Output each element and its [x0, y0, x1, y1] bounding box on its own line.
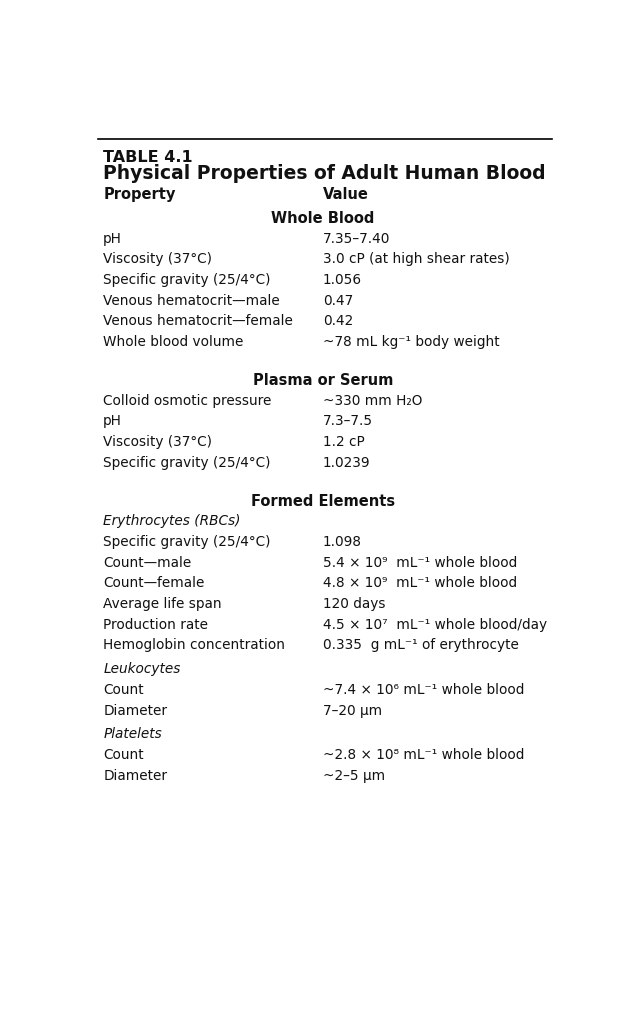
Text: 120 days: 120 days	[323, 598, 386, 611]
Text: 1.056: 1.056	[323, 272, 362, 287]
Text: Whole Blood: Whole Blood	[271, 211, 375, 226]
Text: Leukocytes: Leukocytes	[103, 663, 181, 676]
Text: Physical Properties of Adult Human Blood: Physical Properties of Adult Human Blood	[103, 164, 546, 183]
Text: Viscosity (37°C): Viscosity (37°C)	[103, 252, 212, 266]
Text: 7.35–7.40: 7.35–7.40	[323, 231, 390, 246]
Text: ~2.8 × 10⁸ mL⁻¹ whole blood: ~2.8 × 10⁸ mL⁻¹ whole blood	[323, 748, 524, 762]
Text: 0.47: 0.47	[323, 293, 353, 308]
Text: ~78 mL kg⁻¹ body weight: ~78 mL kg⁻¹ body weight	[323, 335, 500, 349]
Text: 1.0239: 1.0239	[323, 456, 370, 470]
Text: Venous hematocrit—male: Venous hematocrit—male	[103, 293, 280, 308]
Text: Specific gravity (25/4°C): Specific gravity (25/4°C)	[103, 456, 271, 470]
Text: 7–20 μm: 7–20 μm	[323, 704, 382, 717]
Text: TABLE 4.1: TABLE 4.1	[103, 150, 193, 165]
Text: ~2–5 μm: ~2–5 μm	[323, 769, 385, 782]
Text: Formed Elements: Formed Elements	[251, 494, 395, 509]
Text: ~7.4 × 10⁶ mL⁻¹ whole blood: ~7.4 × 10⁶ mL⁻¹ whole blood	[323, 683, 524, 697]
Text: 7.3–7.5: 7.3–7.5	[323, 415, 373, 428]
Text: Colloid osmotic pressure: Colloid osmotic pressure	[103, 393, 272, 408]
Text: Specific gravity (25/4°C): Specific gravity (25/4°C)	[103, 536, 271, 549]
Text: pH: pH	[103, 231, 122, 246]
Text: 4.5 × 10⁷  mL⁻¹ whole blood/day: 4.5 × 10⁷ mL⁻¹ whole blood/day	[323, 618, 547, 632]
Text: Whole blood volume: Whole blood volume	[103, 335, 244, 349]
Text: pH: pH	[103, 415, 122, 428]
Text: 1.098: 1.098	[323, 536, 362, 549]
Text: Diameter: Diameter	[103, 769, 167, 782]
Text: Average life span: Average life span	[103, 598, 222, 611]
Text: 0.42: 0.42	[323, 314, 353, 328]
Text: Value: Value	[323, 187, 369, 201]
Text: Count—female: Count—female	[103, 577, 205, 590]
Text: Count: Count	[103, 748, 144, 762]
Text: Erythrocytes (RBCs): Erythrocytes (RBCs)	[103, 515, 241, 528]
Text: 5.4 × 10⁹  mL⁻¹ whole blood: 5.4 × 10⁹ mL⁻¹ whole blood	[323, 556, 517, 570]
Text: ~330 mm H₂O: ~330 mm H₂O	[323, 393, 422, 408]
Text: Specific gravity (25/4°C): Specific gravity (25/4°C)	[103, 272, 271, 287]
Text: Venous hematocrit—female: Venous hematocrit—female	[103, 314, 293, 328]
Text: Property: Property	[103, 187, 176, 201]
Text: Production rate: Production rate	[103, 618, 208, 632]
Text: 1.2 cP: 1.2 cP	[323, 436, 365, 449]
Text: Viscosity (37°C): Viscosity (37°C)	[103, 436, 212, 449]
Text: 3.0 cP (at high shear rates): 3.0 cP (at high shear rates)	[323, 252, 510, 266]
Text: Count—male: Count—male	[103, 556, 192, 570]
Text: Diameter: Diameter	[103, 704, 167, 717]
Text: 0.335  g mL⁻¹ of erythrocyte: 0.335 g mL⁻¹ of erythrocyte	[323, 639, 518, 652]
Text: Count: Count	[103, 683, 144, 697]
Text: Hemoglobin concentration: Hemoglobin concentration	[103, 639, 285, 652]
Text: Platelets: Platelets	[103, 728, 162, 741]
Text: 4.8 × 10⁹  mL⁻¹ whole blood: 4.8 × 10⁹ mL⁻¹ whole blood	[323, 577, 517, 590]
Text: Plasma or Serum: Plasma or Serum	[253, 373, 393, 388]
